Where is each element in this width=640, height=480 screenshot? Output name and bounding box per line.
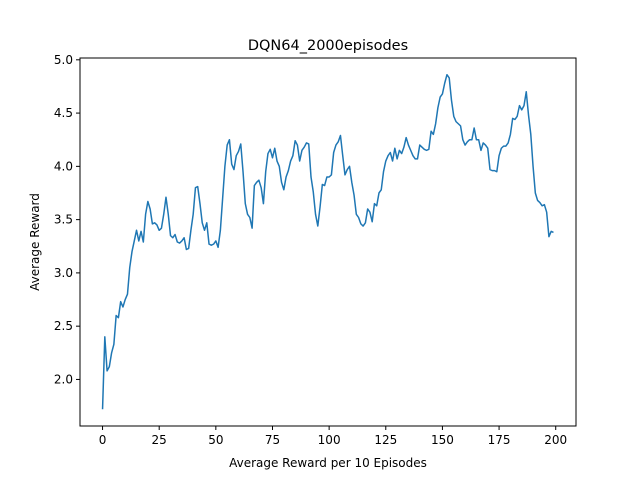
chart-title: DQN64_2000episodes — [248, 38, 408, 54]
x-tick-label: 25 — [152, 433, 167, 447]
y-tick-label: 3.0 — [54, 266, 73, 280]
x-axis-label: Average Reward per 10 Episodes — [229, 456, 427, 470]
x-tick-label: 200 — [544, 433, 567, 447]
y-tick-label: 4.0 — [54, 159, 73, 173]
y-tick-label: 2.0 — [54, 372, 73, 386]
plot-frame — [79, 57, 577, 427]
x-tick-label: 125 — [374, 433, 397, 447]
y-axis-label: Average Reward — [28, 193, 42, 291]
x-tick-label: 50 — [208, 433, 223, 447]
x-tick-label: 175 — [488, 433, 511, 447]
x-tick-label: 75 — [265, 433, 280, 447]
data-line — [101, 73, 554, 410]
x-tick-label: 0 — [99, 433, 107, 447]
y-tick-label: 4.5 — [54, 106, 73, 120]
y-tick-label: 3.5 — [54, 213, 73, 227]
y-tick-label: 2.5 — [54, 319, 73, 333]
x-tick-label: 100 — [318, 433, 341, 447]
x-tick-label: 150 — [431, 433, 454, 447]
y-tick-label: 5.0 — [54, 53, 73, 67]
